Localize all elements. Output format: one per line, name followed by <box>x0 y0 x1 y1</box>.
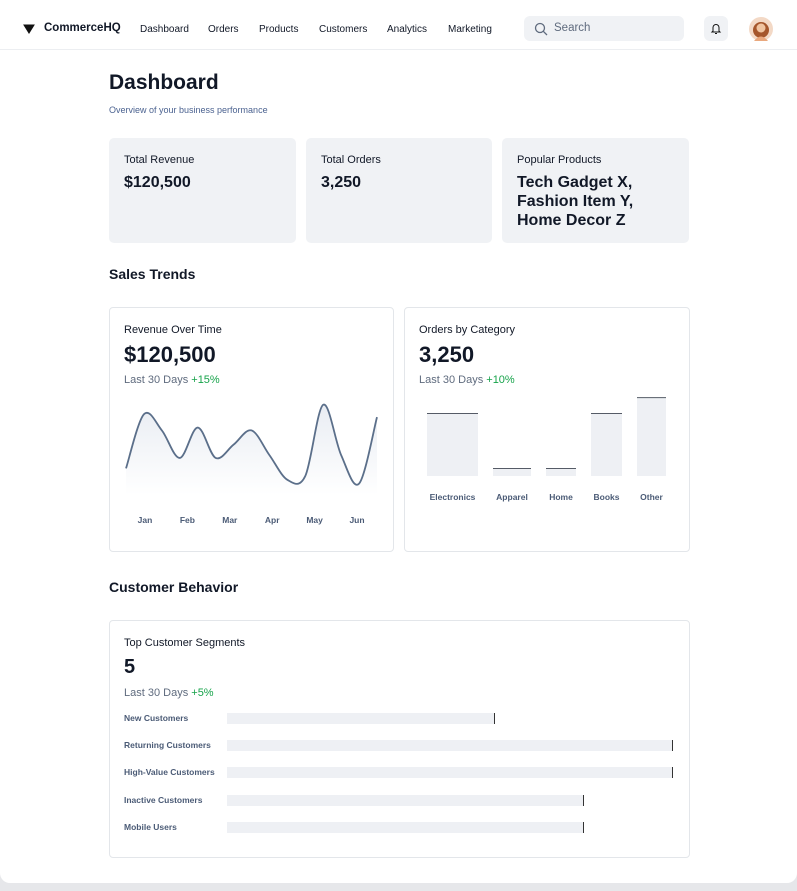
stat-label: Popular Products <box>517 154 602 166</box>
search-placeholder: Search <box>554 22 591 34</box>
card-value: 5 <box>124 656 136 678</box>
card-period: Last 30 Days +15% <box>124 374 220 386</box>
bell-icon <box>710 24 722 34</box>
bar <box>546 468 576 476</box>
card-value: $120,500 <box>124 342 216 367</box>
section-title: Sales Trends <box>109 266 196 282</box>
change: +10% <box>486 374 515 386</box>
segment-label: High-Value Customers <box>124 767 215 778</box>
x-tick-label: Books <box>594 492 620 502</box>
x-tick-label: Apparel <box>496 492 528 502</box>
stat-value: Tech Gadget X, Fashion Item Y, Home Deco… <box>517 174 634 229</box>
page-title: Dashboard <box>109 71 219 94</box>
period: Last 30 Days <box>419 374 484 386</box>
nav-link[interactable]: Marketing <box>448 24 492 35</box>
change: +15% <box>191 374 220 386</box>
nav-link[interactable]: Products <box>259 24 299 35</box>
card-period: Last 30 Days +5% <box>124 687 214 699</box>
bar <box>591 413 622 476</box>
x-tick-label: Apr <box>265 515 280 525</box>
x-tick-label: Home <box>549 492 573 502</box>
nav-divider <box>0 49 797 50</box>
nav-link[interactable]: Analytics <box>387 24 428 35</box>
card-period: Last 30 Days +10% <box>419 374 515 386</box>
segment-label: New Customers <box>124 713 189 723</box>
stat-card: Total Revenue $120,500 <box>109 138 296 243</box>
segment-bar <box>227 794 584 806</box>
line <box>125 403 378 486</box>
period: Last 30 Days <box>124 374 189 386</box>
x-tick-label: Jan <box>138 515 153 525</box>
card-value: 3,250 <box>419 342 475 367</box>
x-tick-label: May <box>306 515 323 525</box>
card-title: Orders by Category <box>419 324 515 336</box>
x-tick-label: Jun <box>349 515 364 525</box>
segment-label: Mobile Users <box>124 821 177 832</box>
search-icon <box>534 22 548 36</box>
nav-link[interactable]: Orders <box>208 24 239 35</box>
line-area <box>126 404 377 495</box>
avatar[interactable] <box>749 17 773 41</box>
notification-button[interactable] <box>704 16 728 41</box>
bar <box>493 468 531 476</box>
x-tick-label: Other <box>640 492 663 502</box>
segment-bar <box>227 821 584 833</box>
change: +5% <box>191 687 214 699</box>
segment-label: Inactive Customers <box>124 794 203 805</box>
x-tick-label: Feb <box>180 515 195 525</box>
card-title: Revenue Over Time <box>124 324 222 336</box>
nav-link[interactable]: Customers <box>319 24 368 35</box>
bar <box>637 397 666 476</box>
stat-label: Total Orders <box>321 154 381 166</box>
card-title: Top Customer Segments <box>124 637 246 649</box>
brand[interactable]: CommerceHQ <box>44 22 121 34</box>
page-subtitle: Overview of your business performance <box>109 105 268 115</box>
segment-bar <box>227 767 673 779</box>
stat-card: Total Orders 3,250 <box>306 138 492 243</box>
stat-value: 3,250 <box>321 174 362 191</box>
segment-bar <box>227 740 673 752</box>
x-tick-label: Electronics <box>430 492 476 502</box>
stat-card: Popular Products Tech Gadget X, Fashion I… <box>502 138 689 243</box>
search-box[interactable]: Search <box>524 16 684 41</box>
segments-card <box>109 620 690 858</box>
section-title: Customer Behavior <box>109 579 239 595</box>
line-chart: Jan Feb Mar Apr May Jun <box>125 403 378 525</box>
bar-chart: Electronics Apparel Home Books Other <box>427 397 666 502</box>
bar <box>427 413 478 476</box>
period: Last 30 Days <box>124 687 189 699</box>
stat-label: Total Revenue <box>124 154 195 166</box>
segment-label: Returning Customers <box>124 740 211 751</box>
x-tick-label: Mar <box>222 515 238 525</box>
logo-icon[interactable] <box>23 23 35 35</box>
segment-bar <box>227 713 495 724</box>
nav-link[interactable]: Dashboard <box>140 24 189 35</box>
stat-value: $120,500 <box>124 174 191 191</box>
